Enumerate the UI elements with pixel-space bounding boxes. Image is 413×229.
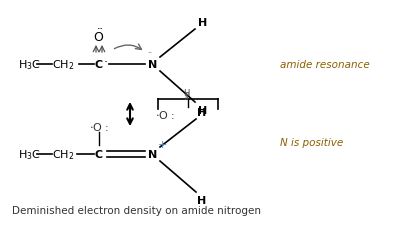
Text: CH$_2$: CH$_2$ xyxy=(52,147,74,161)
Text: $\cdot$O :: $\cdot$O : xyxy=(155,109,175,120)
Text: ··: ·· xyxy=(147,49,153,58)
Text: amide resonance: amide resonance xyxy=(280,60,370,70)
Text: H: H xyxy=(183,89,190,98)
Text: C: C xyxy=(95,149,103,159)
Text: ·: · xyxy=(104,56,108,69)
Text: N: N xyxy=(148,60,158,70)
Text: H: H xyxy=(197,108,206,117)
Text: N is positive: N is positive xyxy=(280,137,343,147)
Text: +: + xyxy=(157,139,167,149)
Text: C: C xyxy=(95,60,103,70)
Text: II: II xyxy=(185,92,190,101)
Text: H$_3$C: H$_3$C xyxy=(18,147,41,161)
Text: H: H xyxy=(198,18,208,28)
Text: H$_3$C: H$_3$C xyxy=(18,58,41,72)
Text: H: H xyxy=(197,195,206,205)
Text: CH$_2$: CH$_2$ xyxy=(52,58,74,72)
Text: $\cdot$O :: $\cdot$O : xyxy=(89,120,109,132)
Text: Deminished electron density on amide nitrogen: Deminished electron density on amide nit… xyxy=(12,205,261,215)
Text: H: H xyxy=(198,106,208,115)
Text: $\ddot{\rm O}$: $\ddot{\rm O}$ xyxy=(93,29,104,45)
Text: N: N xyxy=(148,149,158,159)
